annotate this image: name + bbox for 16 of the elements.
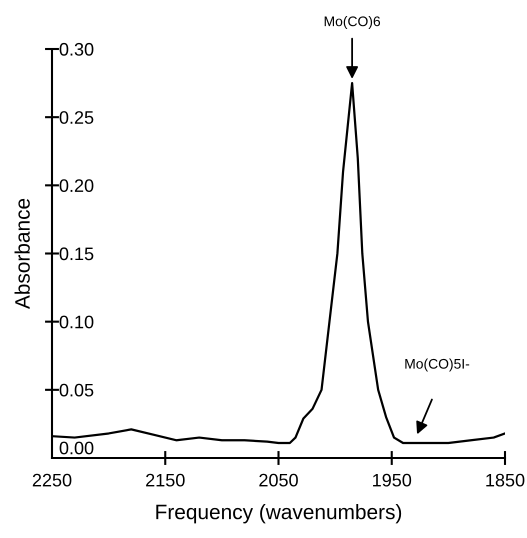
- x-tick-label: 2050: [259, 474, 298, 487]
- x-tick-label: 1950: [373, 474, 412, 487]
- y-tick-label: 0.00: [60, 442, 94, 454]
- x-tick-label: 2150: [146, 474, 185, 487]
- annotation: Mo(CO)6: [324, 16, 380, 29]
- y-tick-label: 0.25: [60, 111, 94, 124]
- y-tick-label: 0.20: [60, 179, 94, 192]
- y-tick-label: 0.05: [60, 384, 94, 397]
- x-axis-title: Frequency (wavenumbers): [156, 504, 402, 524]
- y-tick-label: 0.10: [60, 316, 94, 328]
- x-tick-label: 2250: [32, 474, 72, 487]
- y-axis-title: Absorbance: [14, 198, 30, 310]
- y-tick-label: 0.15: [60, 247, 94, 260]
- annotation: Mo(CO)5I-: [405, 358, 470, 372]
- y-tick-label: 0.30: [60, 42, 94, 56]
- x-tick-label: 1850: [486, 474, 524, 487]
